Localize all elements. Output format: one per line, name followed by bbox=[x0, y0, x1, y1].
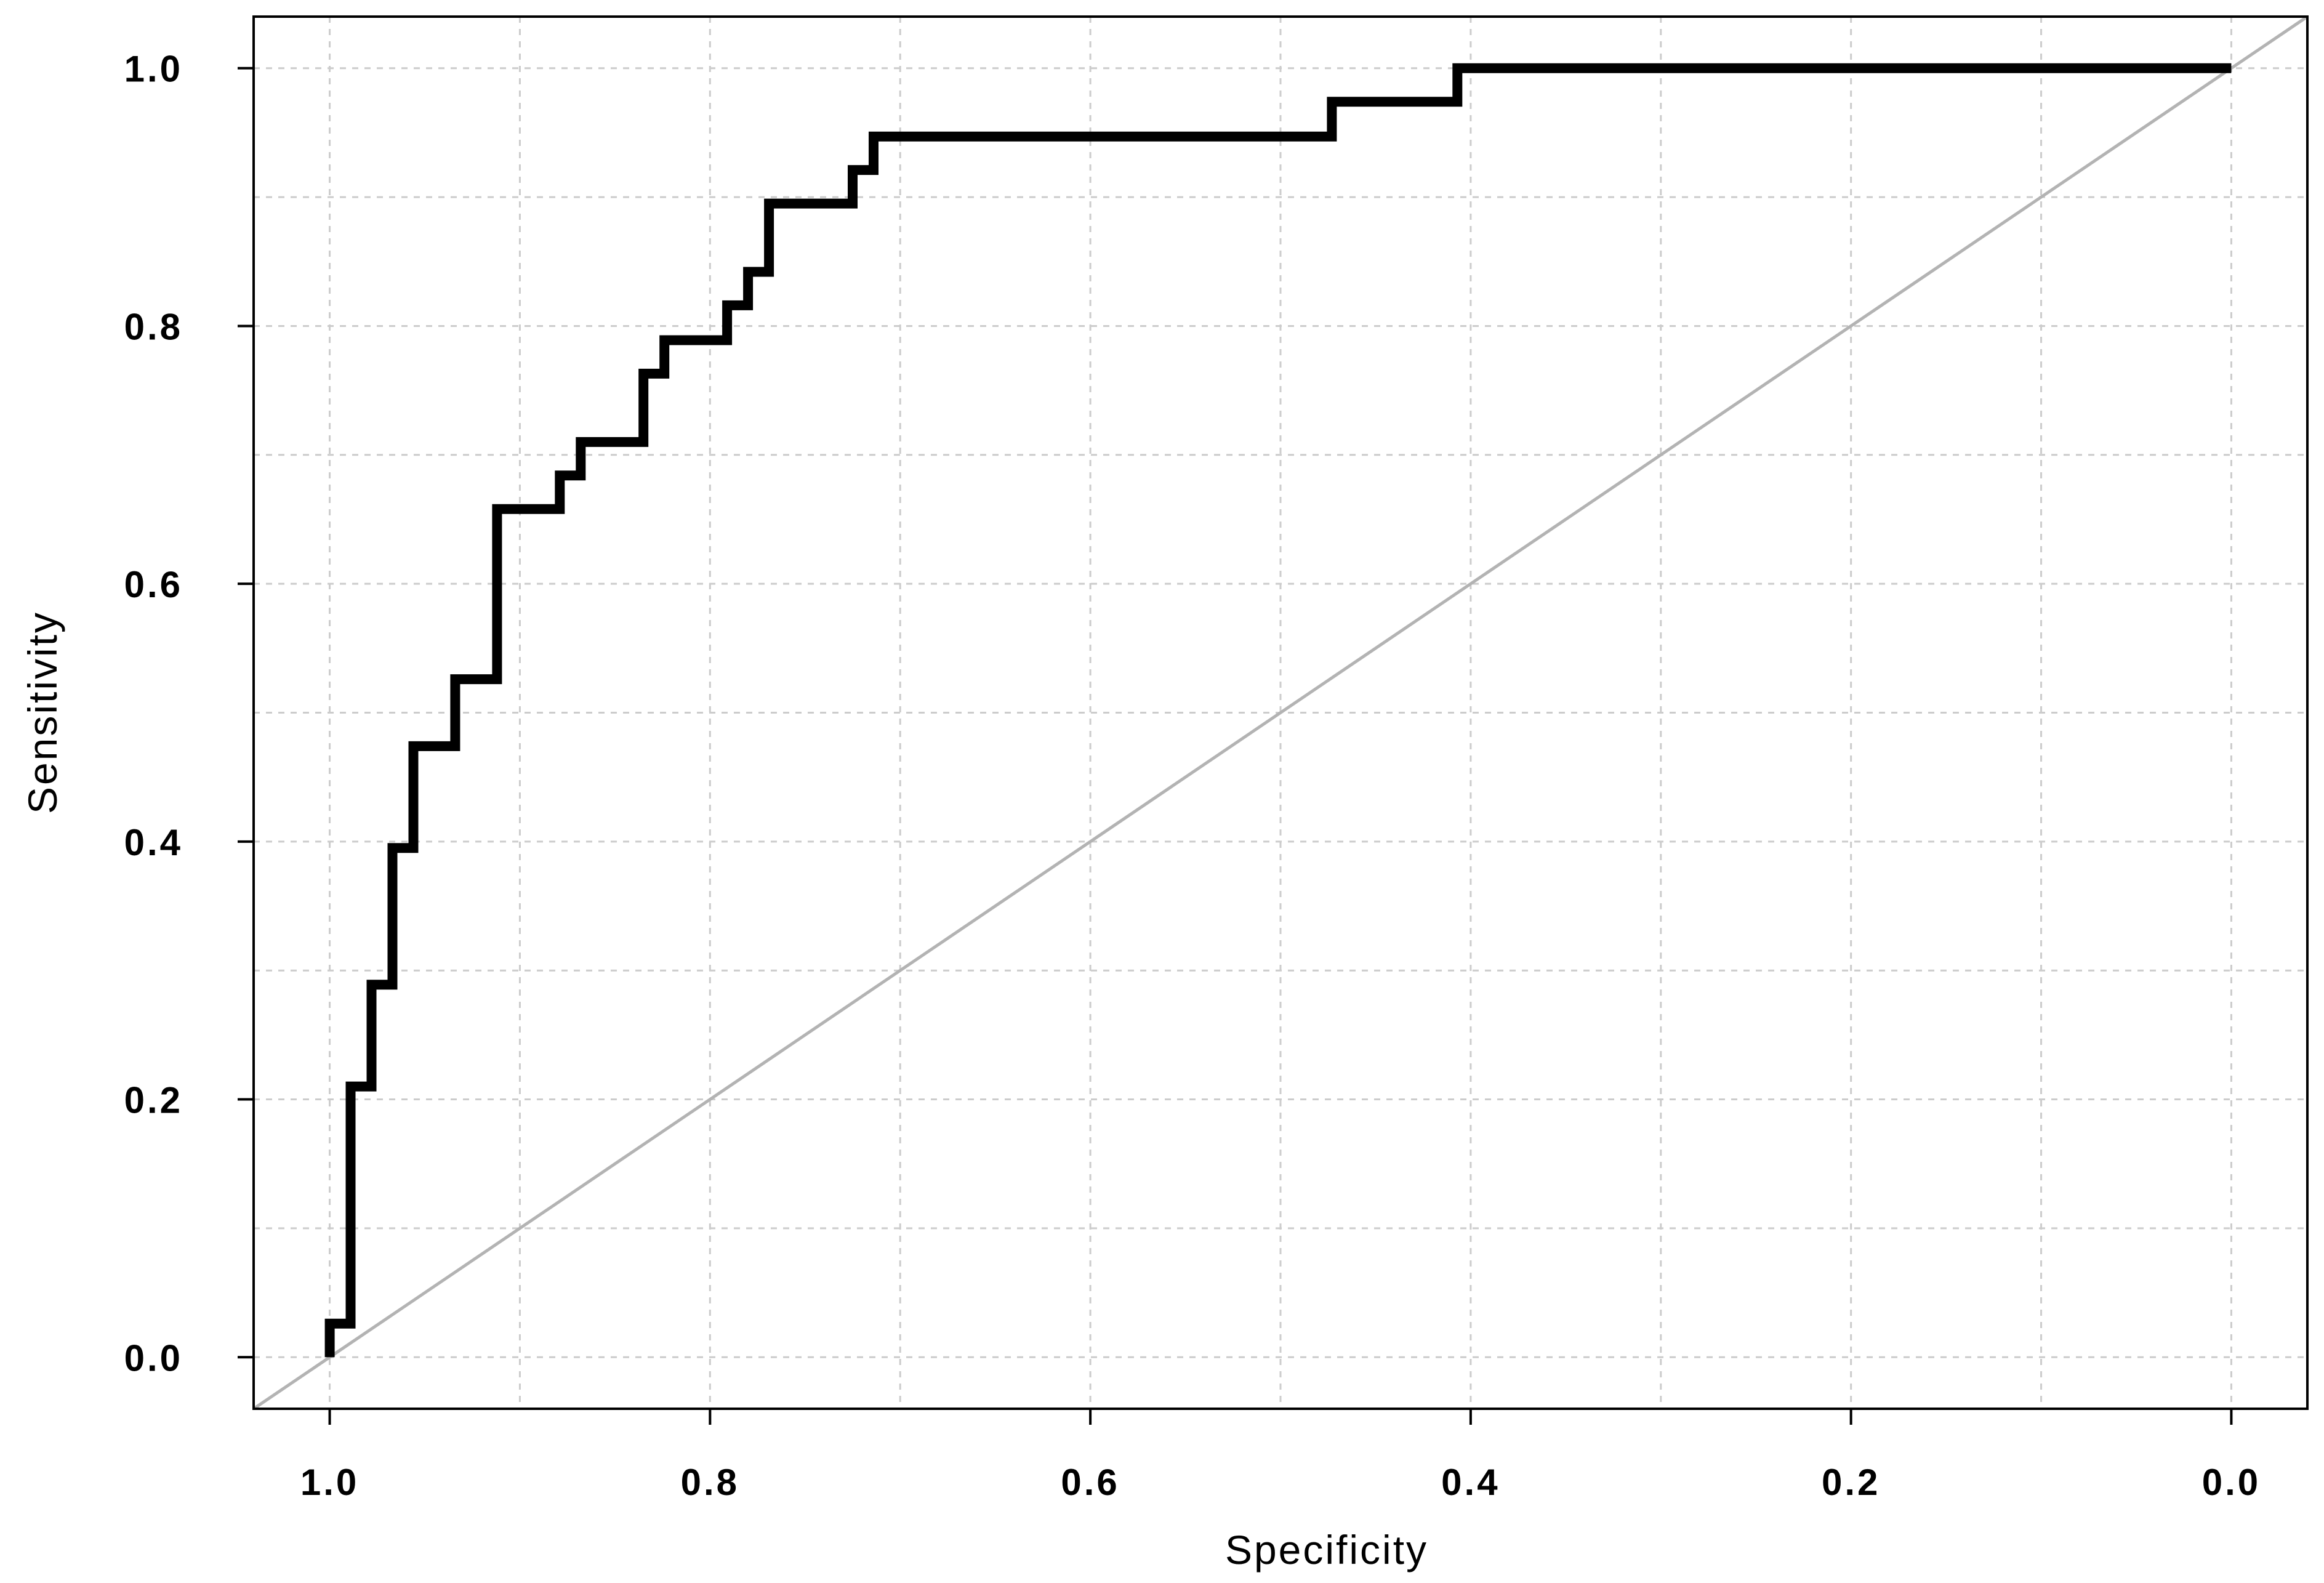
plot-frame-group bbox=[252, 15, 2309, 1410]
y-tick-label-2: 0.4 bbox=[124, 822, 183, 863]
x-tick-label-2: 0.6 bbox=[1061, 1462, 1119, 1503]
x-tick-label-4: 0.2 bbox=[1822, 1462, 1880, 1503]
x-tick-label-5: 0.0 bbox=[2202, 1462, 2261, 1503]
y-tick-label-3: 0.6 bbox=[124, 564, 183, 605]
y-tick-label-0: 0.0 bbox=[124, 1337, 183, 1379]
y-tick-label-4: 0.8 bbox=[124, 306, 183, 347]
x-axis-title: Specificity bbox=[1225, 1527, 1428, 1573]
y-tick-label-1: 0.2 bbox=[124, 1080, 183, 1121]
reference-diagonal-line bbox=[252, 15, 2309, 1411]
x-tick-label-1: 0.8 bbox=[681, 1462, 739, 1503]
y-axis-ticks: 0.0 0.2 0.4 0.6 0.8 1.0 bbox=[124, 49, 254, 1379]
roc-curve-line-0 bbox=[324, 63, 2232, 1358]
x-axis-ticks: 1.0 0.8 0.6 0.4 0.2 0.0 bbox=[300, 1409, 2261, 1503]
x-tick-label-0: 1.0 bbox=[300, 1462, 359, 1503]
y-axis-title: Sensitivity bbox=[20, 611, 65, 814]
grid-lines bbox=[254, 17, 2307, 1409]
reference-line-group bbox=[252, 15, 2309, 1411]
plot-frame bbox=[252, 15, 2309, 1410]
roc-curve-group bbox=[324, 63, 2232, 1358]
x-tick-label-3: 0.4 bbox=[1441, 1462, 1500, 1503]
y-tick-label-5: 1.0 bbox=[124, 49, 183, 90]
